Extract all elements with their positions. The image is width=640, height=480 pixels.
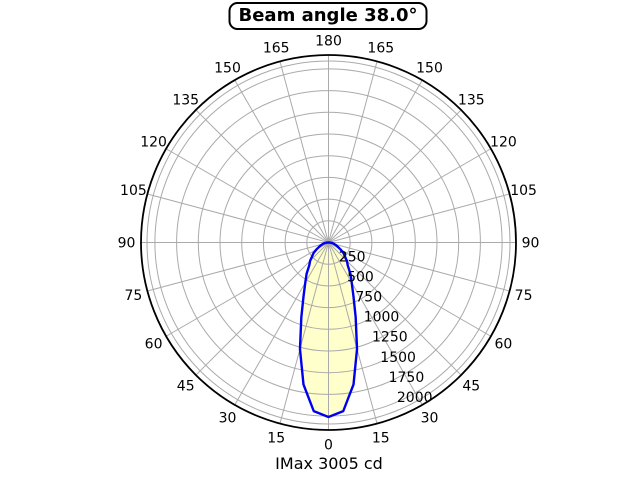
polar-grid <box>141 55 516 430</box>
angle-tick-label: 0 <box>324 438 333 454</box>
angle-tick-label: 105 <box>120 183 147 199</box>
radius-tick-label: 1500 <box>380 350 416 366</box>
angle-tick-label: 135 <box>172 93 199 109</box>
angle-grid-ray <box>328 193 510 243</box>
outer-spine-circle <box>140 54 517 431</box>
angle-tick-label: 90 <box>118 236 136 252</box>
angle-tick-label: 150 <box>416 61 443 77</box>
angle-grid-ray <box>328 242 423 406</box>
angle-grid-ray <box>328 61 378 243</box>
angle-tick-labels: 0 15 15 30 30 45 45 60 60 75 75 90 90 105 105 120 120 135… <box>118 34 540 454</box>
angle-tick-label: 75 <box>124 288 142 304</box>
angle-grid-ray <box>328 109 462 243</box>
angle-grid-ray <box>328 242 462 376</box>
angle-tick-label: 105 <box>510 183 537 199</box>
angle-grid-ray <box>234 242 329 406</box>
radius-tick-label: 2000 <box>397 390 433 406</box>
radius-tick-label: 750 <box>355 290 382 306</box>
angle-grid-ray <box>328 242 492 337</box>
angle-tick-label: 30 <box>421 410 439 426</box>
angle-grid-ray <box>328 148 492 243</box>
angle-grid-ray <box>195 242 329 376</box>
angle-grid-ray <box>328 242 378 424</box>
angle-tick-label: 180 <box>315 34 342 50</box>
radius-tick-label: 1750 <box>389 370 425 386</box>
angle-tick-label: 135 <box>458 93 485 109</box>
radius-tick-label: 500 <box>347 270 374 286</box>
angle-grid-ray <box>195 109 329 243</box>
angle-tick-label: 165 <box>263 40 290 56</box>
angle-tick-label: 90 <box>522 236 540 252</box>
angle-grid-ray <box>279 61 329 243</box>
angle-tick-label: 60 <box>494 337 512 353</box>
angle-tick-label: 120 <box>140 135 167 151</box>
angle-grid-ray <box>279 242 329 424</box>
angle-tick-label: 15 <box>267 431 285 447</box>
beam-lobe-outline <box>298 241 359 419</box>
angle-grid-ray <box>147 242 329 292</box>
angle-tick-label: 150 <box>214 61 241 77</box>
angle-grid-ray <box>147 193 329 243</box>
angle-tick-label: 15 <box>372 431 390 447</box>
angle-grid-ray <box>234 79 329 243</box>
angle-tick-label: 165 <box>367 40 394 56</box>
angle-tick-label: 120 <box>490 135 517 151</box>
imax-label: IMax 3005 cd <box>275 454 383 473</box>
angle-tick-label: 45 <box>462 378 480 394</box>
radius-tick-label: 1000 <box>364 310 400 326</box>
radius-tick-label: 250 <box>339 250 366 266</box>
angle-tick-label: 30 <box>219 410 237 426</box>
angle-grid-ray <box>165 148 329 243</box>
angle-grid-ray <box>328 79 423 243</box>
radius-tick-labels: 250 500 750 1000 1250 1500 1750 2000 <box>339 250 433 406</box>
radius-tick-label: 1250 <box>372 330 408 346</box>
angle-grid-ray <box>328 242 510 292</box>
angle-tick-label: 75 <box>515 288 533 304</box>
angle-tick-label: 45 <box>177 378 195 394</box>
chart-title: Beam angle 38.0° <box>228 2 428 30</box>
angle-tick-label: 60 <box>145 337 163 353</box>
angle-grid-ray <box>165 242 329 337</box>
